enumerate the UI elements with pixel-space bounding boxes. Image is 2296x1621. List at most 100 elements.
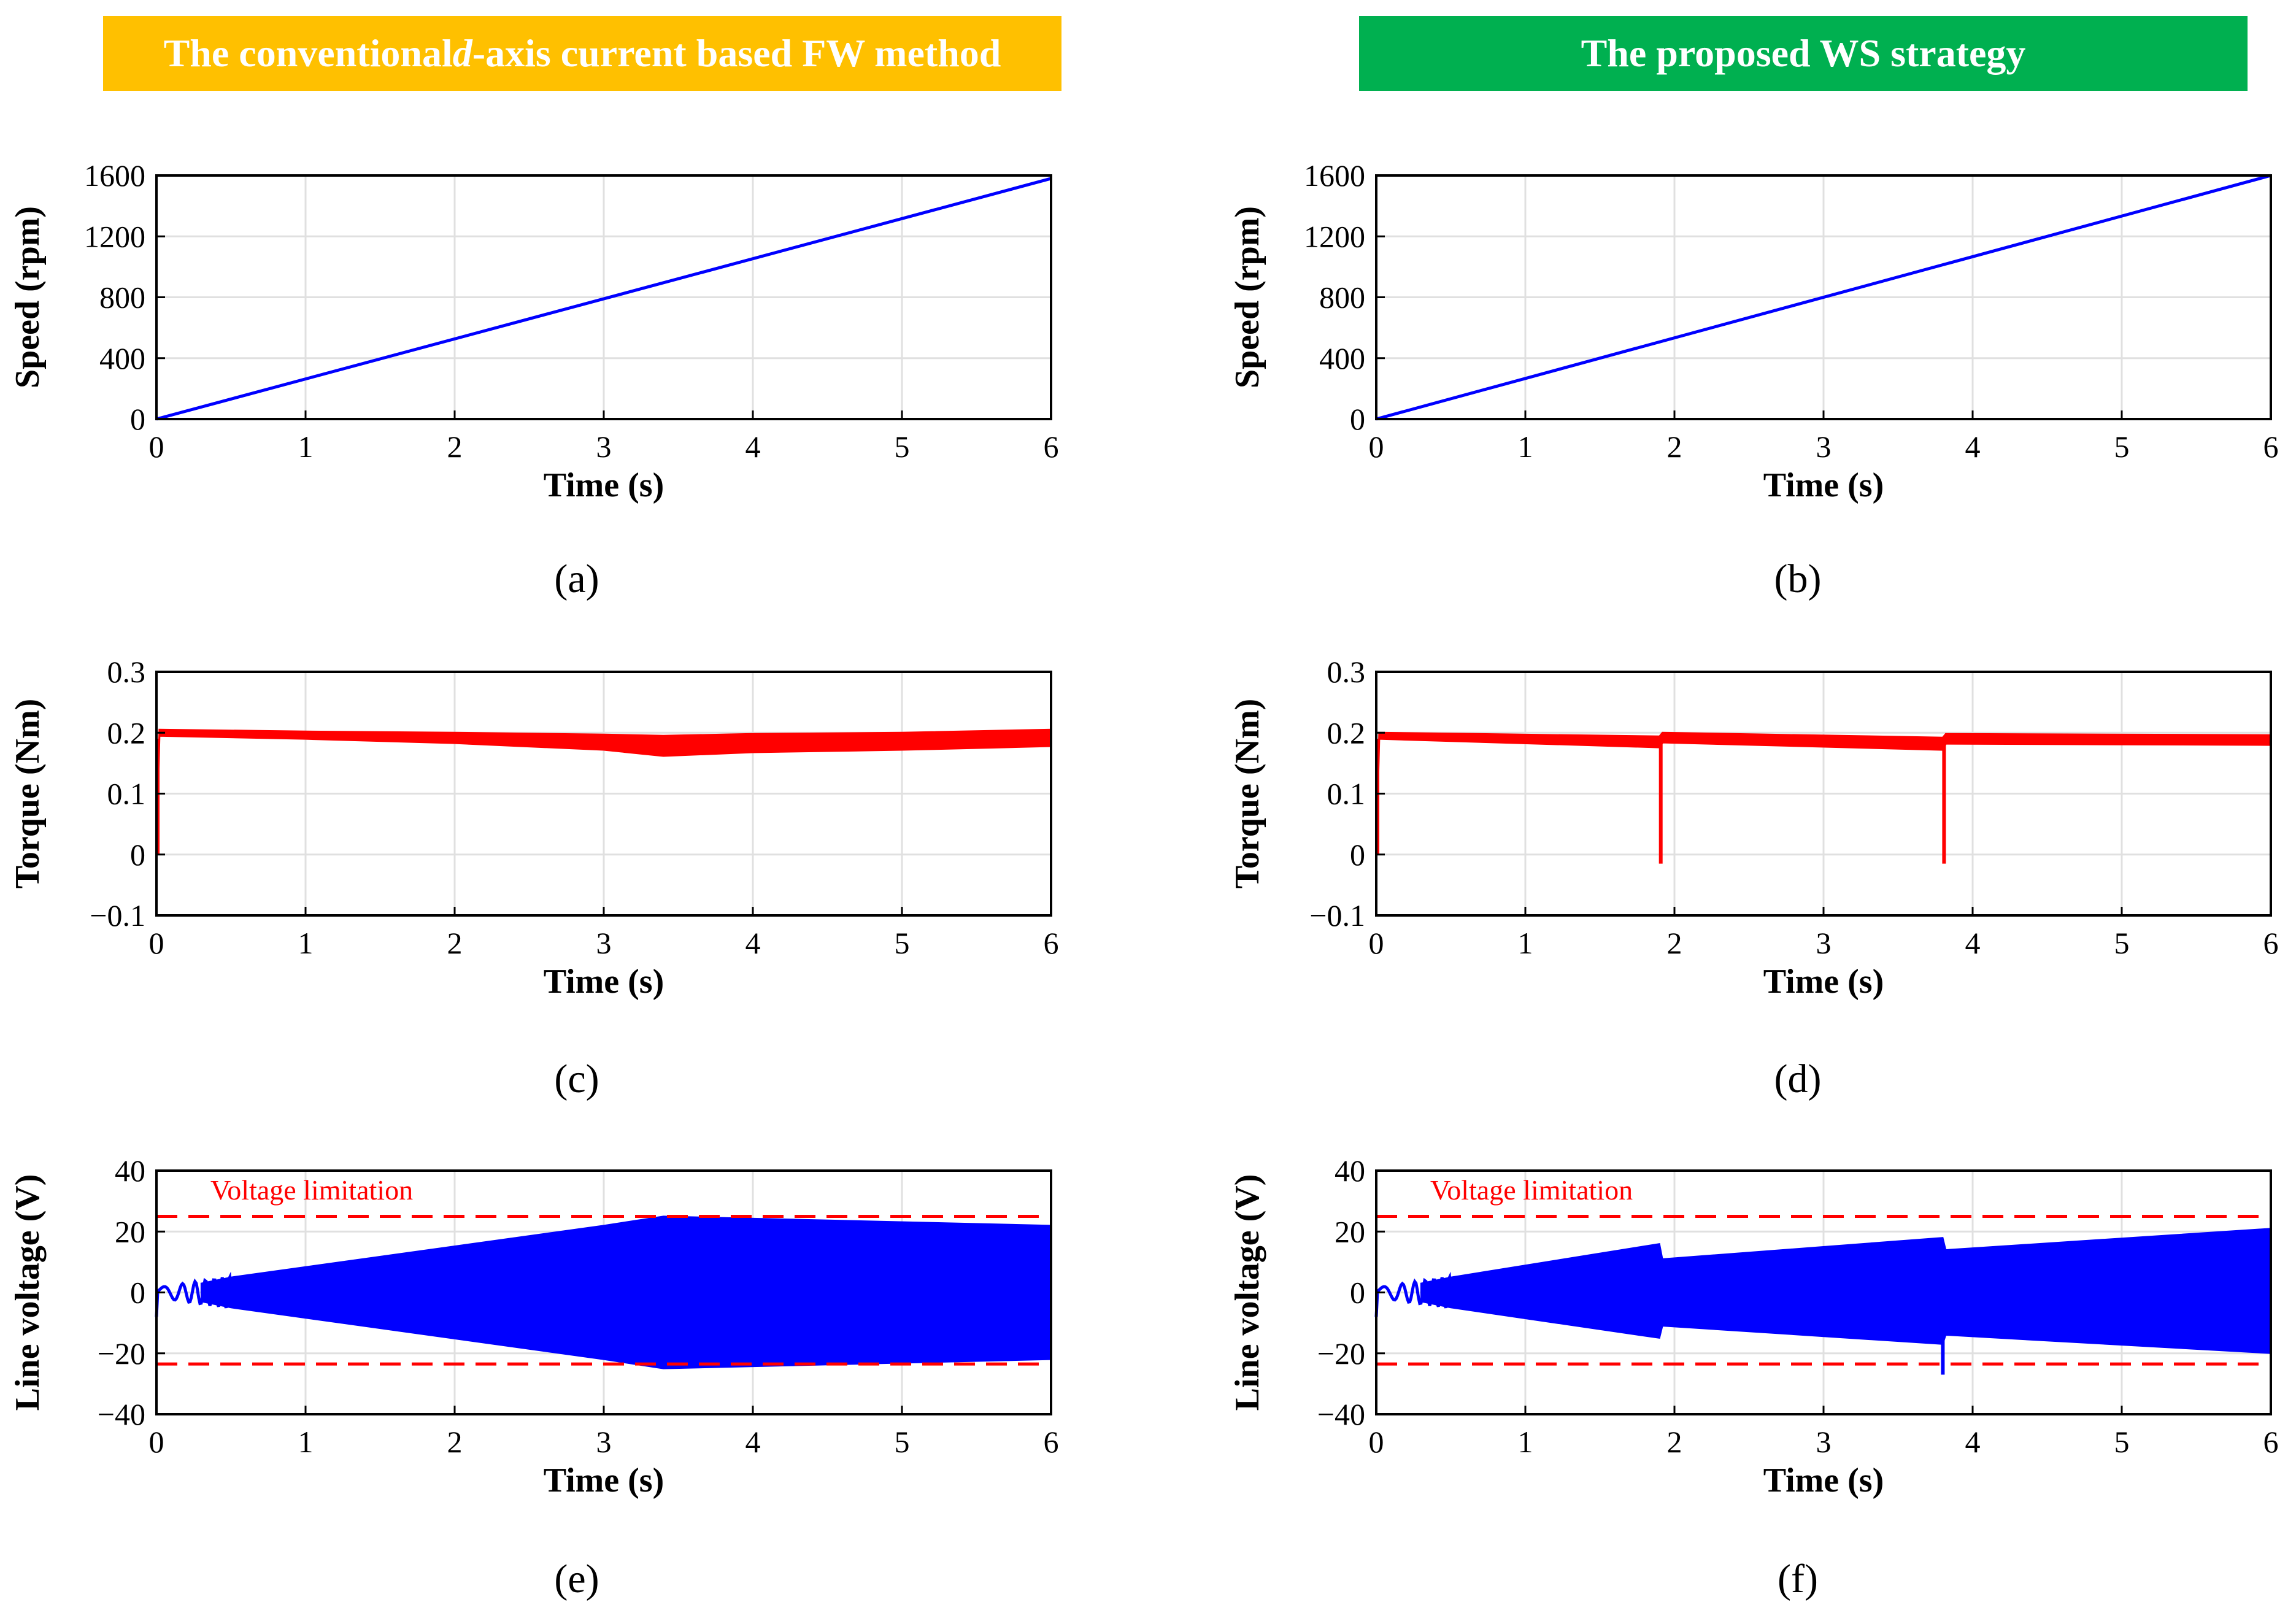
- x-tick-label: 6: [1044, 1425, 1059, 1459]
- x-tick-label: 4: [745, 1425, 761, 1459]
- y-tick-label: 0: [130, 402, 145, 436]
- panel-label: (d): [1774, 1057, 1822, 1101]
- panel-label: (f): [1778, 1557, 1818, 1601]
- x-tick-label: 0: [1369, 429, 1384, 464]
- chart-b: 0 1 2 3 4 5 6 0 400 800 1200 1600 Time (s) Speed (rpm…: [1228, 158, 2279, 601]
- x-axis-label: Time (s): [1763, 466, 1884, 504]
- x-tick-label: 3: [596, 429, 612, 464]
- x-tick-label: 5: [895, 926, 910, 960]
- x-tick-label: 6: [1044, 429, 1059, 464]
- y-tick-label: −20: [1317, 1336, 1365, 1371]
- x-tick-label: 0: [1369, 926, 1384, 960]
- y-tick-label: 0.2: [107, 715, 146, 750]
- y-tick-label: 0.1: [107, 777, 146, 811]
- x-tick-label: 3: [1816, 1425, 1832, 1459]
- x-tick-label: 6: [2263, 1425, 2279, 1459]
- x-axis-label: Time (s): [544, 963, 665, 1001]
- voltage-envelope: [200, 1215, 1052, 1369]
- x-tick-label: 4: [745, 926, 761, 960]
- y-tick-label: 0.3: [1327, 655, 1366, 689]
- y-tick-label: −20: [98, 1336, 145, 1371]
- y-tick-label: 0: [130, 1276, 145, 1310]
- y-tick-label: 20: [115, 1214, 145, 1249]
- y-tick-label: 1200: [1304, 219, 1365, 253]
- voltage-startup-oscillation: [155, 1271, 233, 1317]
- banner-conventional-method: The conventional d -axis current based FW…: [103, 16, 1061, 91]
- x-tick-label: 5: [895, 429, 910, 464]
- x-tick-label: 3: [596, 926, 612, 960]
- y-tick-label: 400: [1319, 341, 1365, 375]
- speed-line: [1376, 174, 2271, 421]
- x-tick-label: 5: [2114, 1425, 2130, 1459]
- x-tick-label: 1: [1518, 926, 1533, 960]
- x-tick-label: 4: [745, 429, 761, 464]
- x-tick-label: 5: [2114, 926, 2130, 960]
- x-tick-label: 6: [2263, 926, 2279, 960]
- y-tick-label: −40: [1317, 1397, 1365, 1431]
- y-tick-label: −0.1: [1309, 898, 1365, 933]
- y-tick-label: 1600: [1304, 158, 1365, 193]
- x-axis-label: Time (s): [544, 1461, 665, 1500]
- x-tick-label: 1: [298, 1425, 314, 1459]
- y-axis-label: Speed (rpm): [9, 206, 47, 388]
- x-axis-label: Time (s): [1763, 963, 1884, 1001]
- y-axis-label: Speed (rpm): [1228, 206, 1266, 388]
- y-axis-label: Torque (Nm): [1228, 699, 1266, 889]
- x-axis-label: Time (s): [544, 466, 665, 504]
- banner-left-italic: d: [452, 31, 472, 75]
- y-tick-label: 0.2: [1327, 715, 1366, 750]
- x-tick-label: 0: [1369, 1425, 1384, 1459]
- x-tick-label: 4: [1965, 1425, 1981, 1459]
- x-tick-label: 1: [1518, 429, 1533, 464]
- x-axis-label: Time (s): [1763, 1461, 1884, 1500]
- y-tick-label: 0: [130, 837, 145, 872]
- y-tick-label: 0: [1350, 1276, 1365, 1310]
- x-tick-label: 6: [2263, 429, 2279, 464]
- voltage-limitation-label: Voltage limitation: [1430, 1174, 1633, 1206]
- voltage-envelope: [1420, 1228, 2271, 1354]
- y-tick-label: −40: [98, 1397, 145, 1431]
- y-tick-label: 800: [1319, 280, 1365, 315]
- x-tick-label: 0: [149, 1425, 164, 1459]
- panel-label: (c): [554, 1057, 599, 1101]
- x-tick-label: 5: [895, 1425, 910, 1459]
- y-tick-label: 1200: [84, 219, 145, 253]
- x-tick-label: 0: [149, 429, 164, 464]
- y-tick-label: 400: [99, 341, 145, 375]
- y-tick-label: 0: [1350, 837, 1365, 872]
- x-tick-label: 2: [1667, 926, 1682, 960]
- y-axis-label: Line voltage (V): [1228, 1174, 1266, 1411]
- y-axis-label: Torque (Nm): [9, 699, 47, 889]
- x-tick-label: 1: [1518, 1425, 1533, 1459]
- x-tick-label: 2: [447, 429, 463, 464]
- x-tick-label: 2: [447, 926, 463, 960]
- x-tick-label: 4: [1965, 429, 1981, 464]
- y-tick-label: 0: [1350, 402, 1365, 436]
- panel-label: (a): [554, 556, 599, 601]
- voltage-startup-oscillation: [1374, 1271, 1452, 1317]
- y-tick-label: 800: [99, 280, 145, 315]
- banner-left-prefix: The conventional: [163, 31, 453, 75]
- y-tick-label: −0.1: [90, 898, 145, 933]
- x-tick-label: 3: [1816, 429, 1832, 464]
- banner-proposed-strategy: The proposed WS strategy: [1359, 16, 2248, 91]
- x-tick-label: 4: [1965, 926, 1981, 960]
- x-tick-label: 0: [149, 926, 164, 960]
- chart-f: Voltage limitation 0 1 2 3 4 5 6 −40 −20 0 20 40 Time…: [1228, 1153, 2279, 1601]
- y-tick-label: 40: [115, 1153, 145, 1188]
- y-tick-label: 1600: [84, 158, 145, 193]
- x-tick-label: 3: [1816, 926, 1832, 960]
- x-tick-label: 3: [596, 1425, 612, 1459]
- x-tick-label: 1: [298, 926, 314, 960]
- x-tick-label: 2: [447, 1425, 463, 1459]
- chart-a: 0 1 2 3 4 5 6 0 400 800 1200 1600 Time (s) Speed (rpm…: [9, 158, 1059, 601]
- y-tick-label: 0.3: [107, 655, 146, 689]
- y-tick-label: 40: [1335, 1153, 1365, 1188]
- x-tick-label: 1: [298, 429, 314, 464]
- panel-label: (b): [1774, 556, 1822, 601]
- panel-label: (e): [554, 1557, 599, 1601]
- y-tick-label: 20: [1335, 1214, 1365, 1249]
